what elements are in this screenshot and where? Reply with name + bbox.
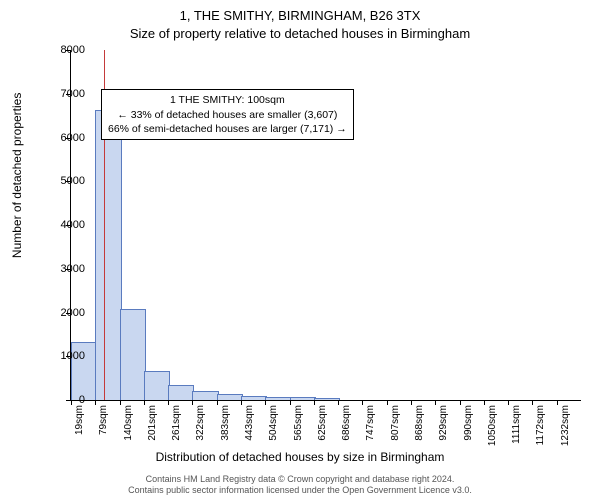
- annotation-line: 1 THE SMITHY: 100sqm: [108, 93, 347, 107]
- histogram-bar: [120, 309, 146, 400]
- xtick-label: 443sqm: [244, 405, 255, 441]
- xtick-mark: [338, 400, 339, 405]
- chart-title-line1: 1, THE SMITHY, BIRMINGHAM, B26 3TX: [0, 8, 600, 23]
- xtick-label: 79sqm: [98, 405, 109, 435]
- xtick-mark: [144, 400, 145, 405]
- ytick-label: 0: [45, 394, 85, 406]
- xtick-label: 201sqm: [147, 405, 158, 441]
- xtick-mark: [314, 400, 315, 405]
- ytick-label: 6000: [45, 132, 85, 144]
- xtick-label: 747sqm: [365, 405, 376, 441]
- xtick-mark: [192, 400, 193, 405]
- histogram-bar: [95, 110, 121, 400]
- xtick-mark: [557, 400, 558, 405]
- histogram-bar: [314, 398, 340, 400]
- chart-title-line2: Size of property relative to detached ho…: [0, 26, 600, 41]
- ytick-label: 8000: [45, 44, 85, 56]
- xtick-mark: [168, 400, 169, 405]
- xtick-label: 929sqm: [438, 405, 449, 441]
- xtick-label: 322sqm: [195, 405, 206, 441]
- annotation-line: 66% of semi-detached houses are larger (…: [108, 122, 347, 136]
- xtick-mark: [532, 400, 533, 405]
- ytick-label: 5000: [45, 175, 85, 187]
- annotation-box: 1 THE SMITHY: 100sqm← 33% of detached ho…: [101, 89, 354, 140]
- xtick-mark: [435, 400, 436, 405]
- histogram-bar: [144, 371, 170, 400]
- histogram-bar: [290, 397, 316, 400]
- ytick-label: 4000: [45, 219, 85, 231]
- xtick-mark: [484, 400, 485, 405]
- ytick-label: 3000: [45, 263, 85, 275]
- plot-area: 19sqm79sqm140sqm201sqm261sqm322sqm383sqm…: [70, 50, 581, 401]
- xtick-label: 19sqm: [74, 405, 85, 435]
- xtick-label: 1111sqm: [511, 405, 522, 444]
- ytick-label: 2000: [45, 307, 85, 319]
- footer-line2: Contains public sector information licen…: [0, 485, 600, 496]
- xtick-label: 807sqm: [390, 405, 401, 441]
- x-axis-label: Distribution of detached houses by size …: [0, 450, 600, 464]
- histogram-bar: [241, 396, 267, 401]
- xtick-label: 504sqm: [268, 405, 279, 441]
- xtick-mark: [95, 400, 96, 405]
- xtick-label: 140sqm: [123, 405, 134, 441]
- ytick-label: 1000: [45, 350, 85, 362]
- ytick-label: 7000: [45, 88, 85, 100]
- histogram-bar: [217, 394, 243, 400]
- xtick-mark: [265, 400, 266, 405]
- xtick-mark: [411, 400, 412, 405]
- xtick-mark: [508, 400, 509, 405]
- xtick-label: 625sqm: [317, 405, 328, 441]
- xtick-label: 565sqm: [293, 405, 304, 441]
- histogram-bar: [265, 397, 291, 400]
- y-axis-label: Number of detached properties: [10, 93, 24, 258]
- xtick-label: 261sqm: [171, 405, 182, 441]
- footer-attribution: Contains HM Land Registry data © Crown c…: [0, 474, 600, 496]
- xtick-label: 383sqm: [220, 405, 231, 441]
- xtick-label: 1232sqm: [560, 405, 571, 446]
- xtick-label: 1050sqm: [487, 405, 498, 446]
- xtick-label: 868sqm: [414, 405, 425, 441]
- xtick-label: 1172sqm: [535, 405, 546, 445]
- annotation-line: ← 33% of detached houses are smaller (3,…: [108, 108, 347, 122]
- xtick-mark: [362, 400, 363, 405]
- xtick-label: 686sqm: [341, 405, 352, 441]
- xtick-mark: [290, 400, 291, 405]
- xtick-mark: [120, 400, 121, 405]
- xtick-mark: [460, 400, 461, 405]
- histogram-bar: [192, 391, 218, 400]
- chart-container: 1, THE SMITHY, BIRMINGHAM, B26 3TX Size …: [0, 0, 600, 500]
- histogram-bar: [168, 385, 194, 400]
- xtick-label: 990sqm: [463, 405, 474, 441]
- xtick-mark: [387, 400, 388, 405]
- footer-line1: Contains HM Land Registry data © Crown c…: [0, 474, 600, 485]
- xtick-mark: [241, 400, 242, 405]
- xtick-mark: [217, 400, 218, 405]
